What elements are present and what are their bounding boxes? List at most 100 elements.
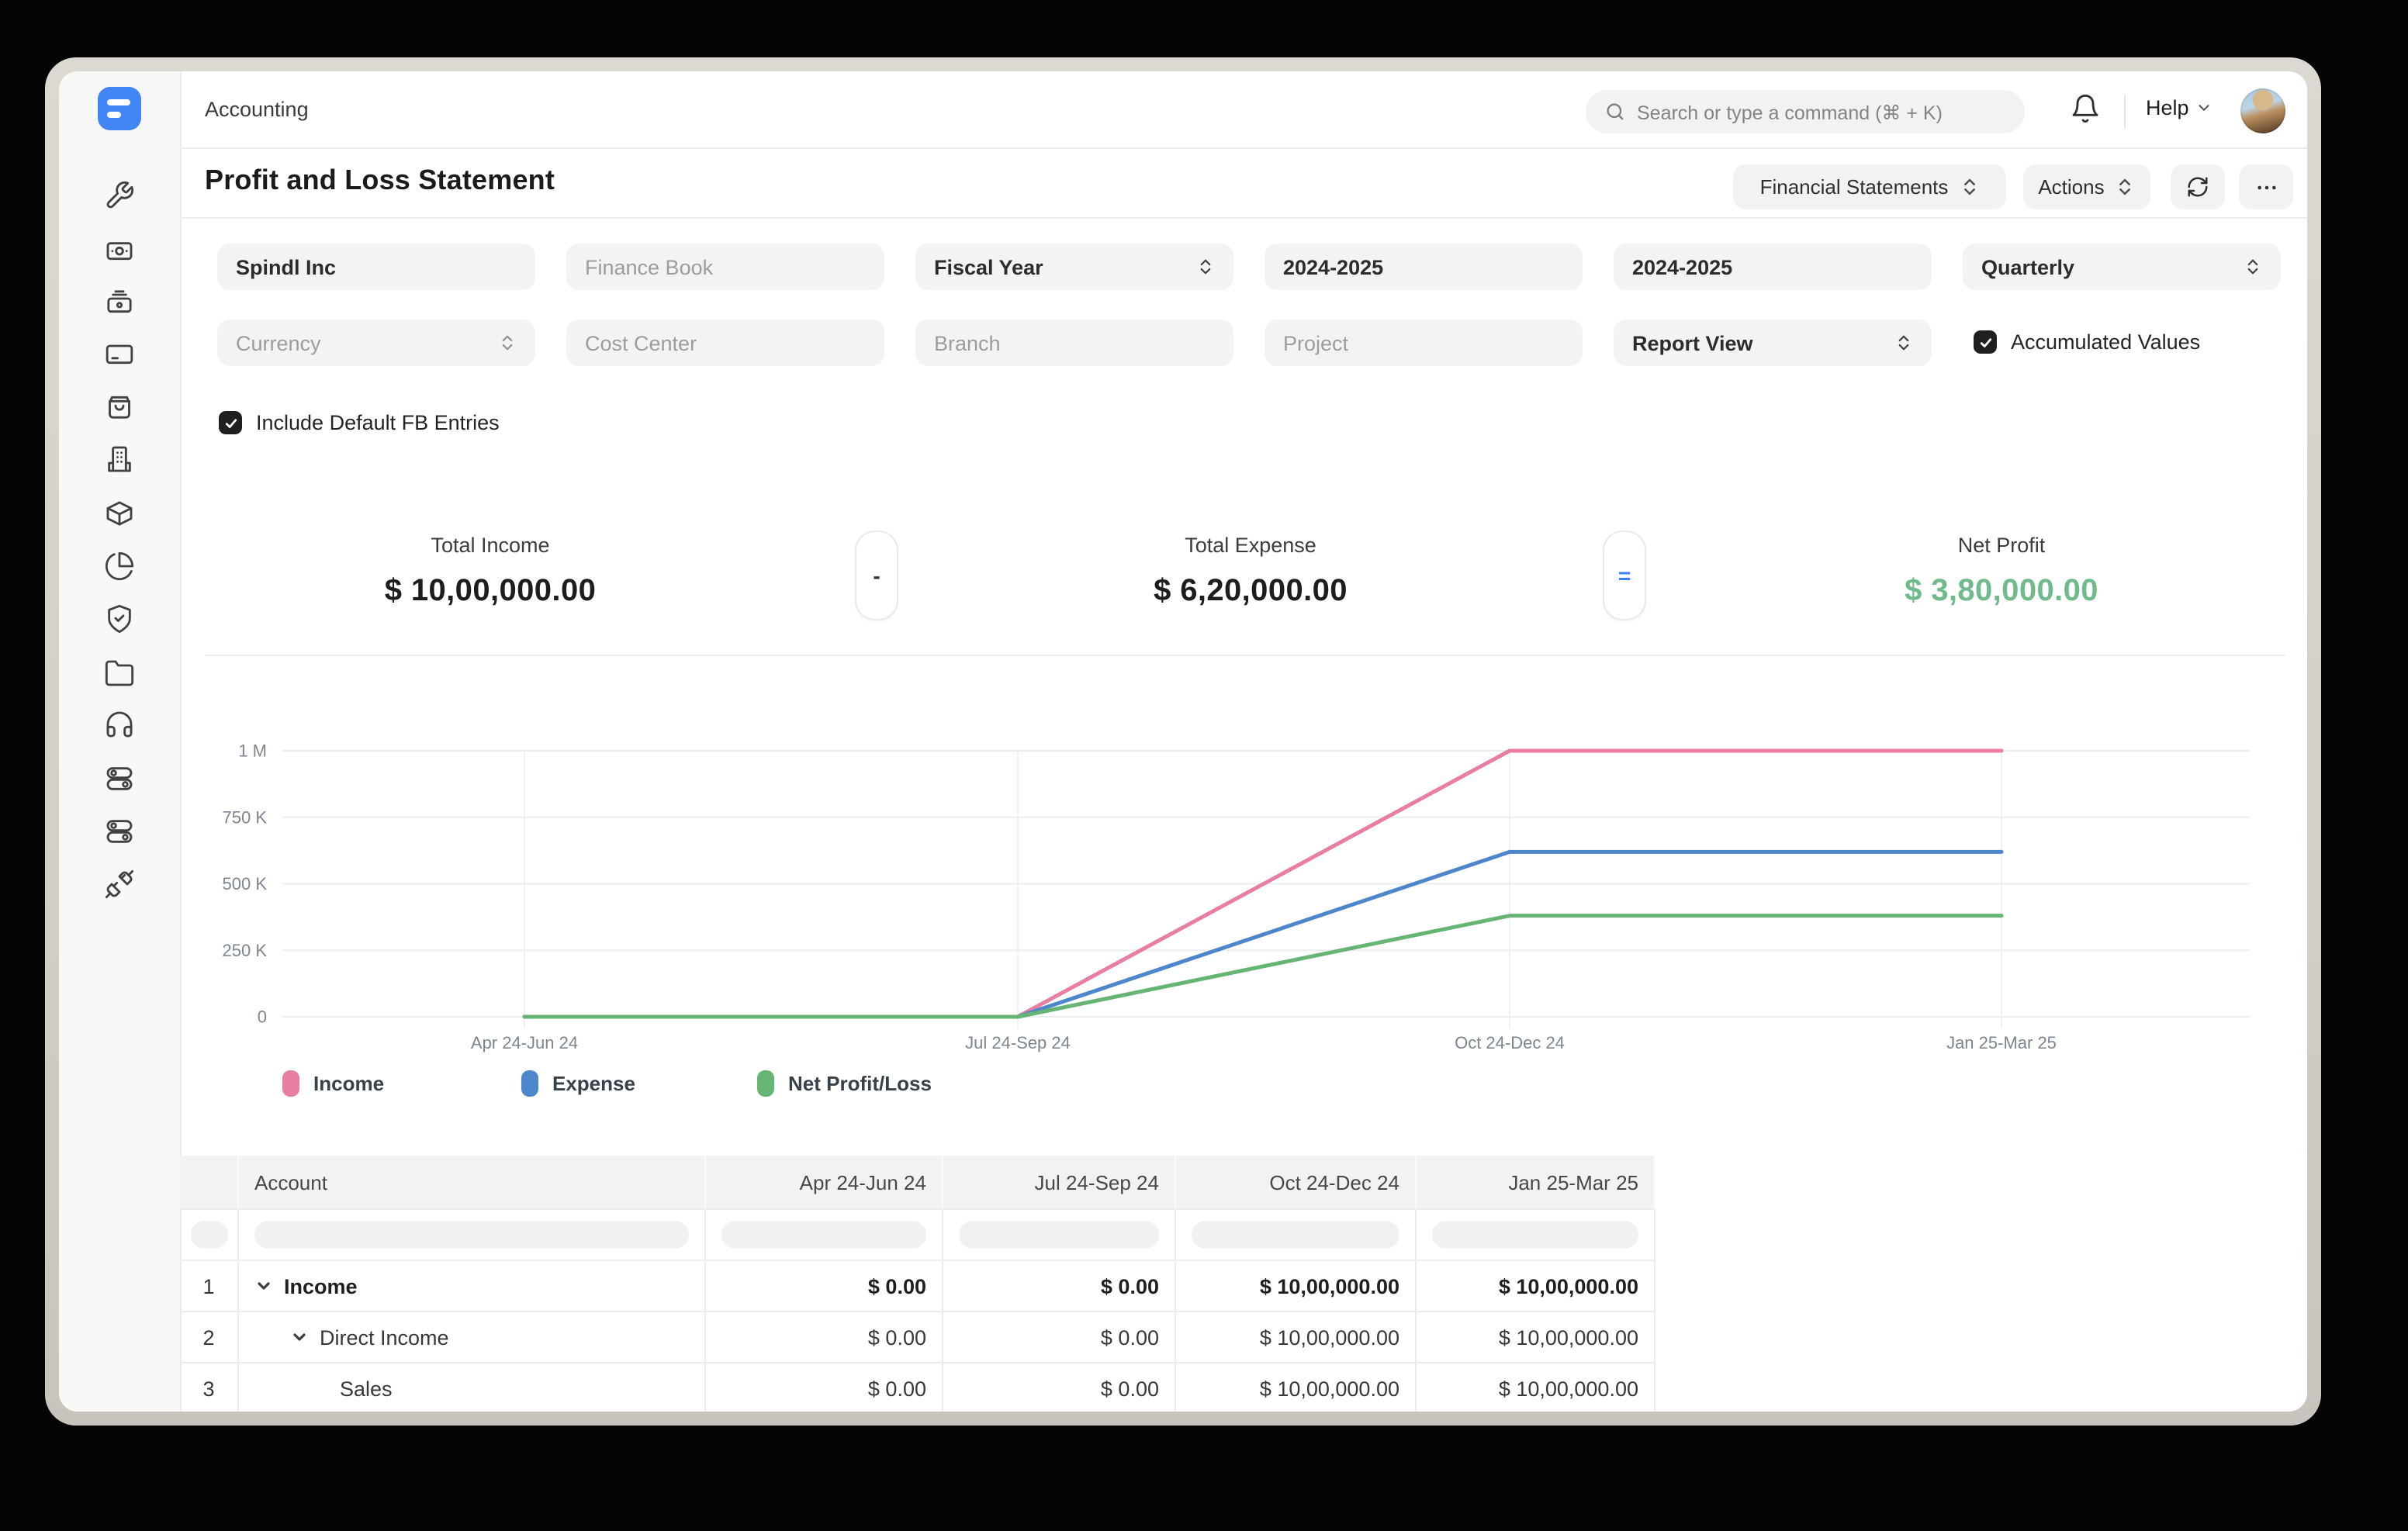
user-avatar[interactable] xyxy=(2240,88,2285,133)
breadcrumb-workspace[interactable]: Accounting xyxy=(205,98,309,121)
filter-from-fiscal-year[interactable]: 2024-2025 xyxy=(1265,244,1583,290)
value-cell[interactable]: $ 0.00 xyxy=(706,1312,943,1363)
value-cell[interactable]: $ 10,00,000.00 xyxy=(1176,1261,1417,1312)
filter-report-view-select[interactable]: Report View xyxy=(1614,320,1932,366)
account-cell[interactable]: Income xyxy=(239,1261,706,1312)
q2-filter-input[interactable] xyxy=(943,1208,1176,1261)
checkbox-checked-icon xyxy=(219,411,242,434)
actions-dropdown[interactable]: Actions xyxy=(2023,164,2150,209)
filter-to-fiscal-year[interactable]: 2024-2025 xyxy=(1614,244,1932,290)
filter-report-view-value: Report View xyxy=(1632,331,1753,354)
value-cell[interactable]: $ 0.00 xyxy=(943,1363,1176,1412)
q3-column-header[interactable]: Oct 24-Dec 24 xyxy=(1176,1156,1417,1208)
filter-cost-center-placeholder: Cost Center xyxy=(585,331,697,354)
value-cell[interactable]: $ 0.00 xyxy=(943,1312,1176,1363)
filter-periodicity-value: Quarterly xyxy=(1981,255,2075,278)
q4-column-header[interactable]: Jan 25-Mar 25 xyxy=(1417,1156,1656,1208)
filter-period-basis-value: Fiscal Year xyxy=(934,255,1043,278)
q2-column-header[interactable]: Jul 24-Sep 24 xyxy=(943,1156,1176,1208)
income-legend-swatch xyxy=(282,1070,299,1097)
minus-operator-pill: - xyxy=(855,530,898,620)
package-icon[interactable] xyxy=(104,498,135,529)
account-column-header[interactable]: Account xyxy=(239,1156,706,1208)
topbar-divider xyxy=(2124,95,2126,129)
tools-icon[interactable] xyxy=(104,180,135,211)
window-frame: Accounting Search or type a command (⌘ +… xyxy=(45,57,2321,1426)
value-cell[interactable]: $ 0.00 xyxy=(706,1261,943,1312)
row-number-filter[interactable] xyxy=(180,1208,239,1261)
q4-filter-input[interactable] xyxy=(1417,1208,1656,1261)
value-cell[interactable]: $ 10,00,000.00 xyxy=(1176,1363,1417,1412)
drawer-icon[interactable] xyxy=(104,287,135,318)
value-cell[interactable]: $ 10,00,000.00 xyxy=(1176,1312,1417,1363)
pie-chart-icon[interactable] xyxy=(104,551,135,582)
filter-currency-select[interactable]: Currency xyxy=(217,320,535,366)
value-cell[interactable]: $ 10,00,000.00 xyxy=(1417,1312,1656,1363)
value-cell[interactable]: $ 0.00 xyxy=(943,1261,1176,1312)
folder-icon[interactable] xyxy=(104,658,135,689)
svg-text:Apr 24-Jun 24: Apr 24-Jun 24 xyxy=(471,1033,578,1052)
expense-legend-label: Expense xyxy=(552,1072,635,1095)
help-menu[interactable]: Help xyxy=(2146,96,2213,119)
filter-to-fiscal-year-value: 2024-2025 xyxy=(1632,255,1733,278)
accumulated-values-checkbox[interactable]: Accumulated Values xyxy=(1974,330,2200,354)
chevron-down-icon xyxy=(2195,99,2213,116)
checkbox-checked-icon xyxy=(1974,330,1997,354)
svg-text:Jul 24-Sep 24: Jul 24-Sep 24 xyxy=(965,1033,1071,1052)
table-filter-row xyxy=(180,1208,1657,1261)
svg-text:750 K: 750 K xyxy=(223,807,268,827)
account-filter-input[interactable] xyxy=(239,1208,706,1261)
toggles-icon[interactable] xyxy=(104,763,135,794)
account-cell[interactable]: Direct Income xyxy=(239,1312,706,1363)
svg-text:500 K: 500 K xyxy=(223,874,268,893)
credit-card-icon[interactable] xyxy=(104,338,135,369)
q1-column-header[interactable]: Apr 24-Jun 24 xyxy=(706,1156,943,1208)
account-cell[interactable]: Sales xyxy=(239,1363,706,1412)
chevron-down-icon[interactable] xyxy=(254,1277,273,1295)
filter-finance-book[interactable]: Finance Book xyxy=(566,244,884,290)
row-number: 1 xyxy=(180,1261,239,1312)
table-row: 2 Direct Income $ 0.00 $ 0.00 $ 10,00,00… xyxy=(180,1312,1657,1363)
report-table: Account Apr 24-Jun 24 Jul 24-Sep 24 Oct … xyxy=(180,1156,1657,1412)
refresh-button[interactable] xyxy=(2171,164,2225,209)
value-cell[interactable]: $ 10,00,000.00 xyxy=(1417,1363,1656,1412)
erpnext-logo-icon[interactable] xyxy=(98,87,141,130)
toggles-alt-icon[interactable] xyxy=(104,816,135,847)
net-profit-label: Net Profit xyxy=(1957,534,2046,557)
q1-filter-input[interactable] xyxy=(706,1208,943,1261)
more-options-button[interactable] xyxy=(2239,164,2293,209)
filter-project[interactable]: Project xyxy=(1265,320,1583,366)
svg-text:Jan 25-Mar 25: Jan 25-Mar 25 xyxy=(1946,1033,2057,1052)
notifications-bell-icon[interactable] xyxy=(2070,93,2101,132)
total-expense-label: Total Expense xyxy=(1185,534,1316,557)
headset-icon[interactable] xyxy=(104,709,135,740)
legend-item-expense: Expense xyxy=(521,1070,635,1097)
global-search-input[interactable]: Search or type a command (⌘ + K) xyxy=(1586,90,2025,133)
value-cell[interactable]: $ 10,00,000.00 xyxy=(1417,1261,1656,1312)
q3-filter-input[interactable] xyxy=(1176,1208,1417,1261)
net-profit-legend-label: Net Profit/Loss xyxy=(788,1072,932,1095)
report-group-dropdown[interactable]: Financial Statements xyxy=(1733,164,2006,209)
value-cell[interactable]: $ 0.00 xyxy=(706,1363,943,1412)
chevron-updown-icon xyxy=(498,334,517,352)
shopping-bag-icon[interactable] xyxy=(104,391,135,422)
include-default-fb-checkbox[interactable]: Include Default FB Entries xyxy=(219,411,500,434)
income-legend-label: Income xyxy=(313,1072,385,1095)
filter-cost-center[interactable]: Cost Center xyxy=(566,320,884,366)
row-number: 2 xyxy=(180,1312,239,1363)
expense-legend-swatch xyxy=(521,1070,538,1097)
plug-icon[interactable] xyxy=(104,869,135,900)
filter-branch[interactable]: Branch xyxy=(915,320,1233,366)
cashbox-icon[interactable] xyxy=(104,234,135,265)
building-icon[interactable] xyxy=(104,444,135,475)
chevron-down-icon[interactable] xyxy=(290,1328,309,1346)
filter-periodicity-select[interactable]: Quarterly xyxy=(1963,244,2281,290)
filter-company-value: Spindl Inc xyxy=(236,255,337,278)
filter-company[interactable]: Spindl Inc xyxy=(217,244,535,290)
filter-branch-placeholder: Branch xyxy=(934,331,1001,354)
filter-period-basis-select[interactable]: Fiscal Year xyxy=(915,244,1233,290)
total-income-value: $ 10,00,000.00 xyxy=(384,574,597,608)
shield-check-icon[interactable] xyxy=(104,603,135,634)
help-label: Help xyxy=(2146,96,2189,119)
table-row: 1 Income $ 0.00 $ 0.00 $ 10,00,000.00 $ … xyxy=(180,1261,1657,1312)
